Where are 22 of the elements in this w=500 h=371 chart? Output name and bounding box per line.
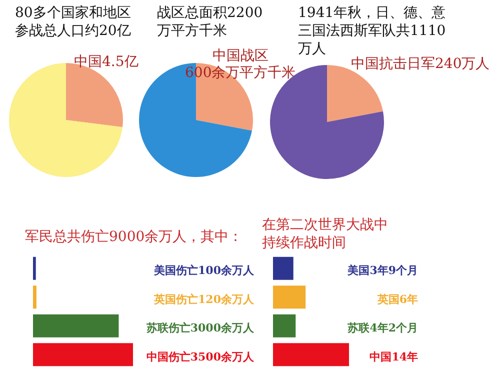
chart-title: 1941年秋，日、德、意三国法西斯军队共1110万人	[298, 5, 446, 57]
data-label: 苏联伤亡3000余万人	[145, 322, 255, 335]
bar	[33, 286, 36, 309]
bar	[33, 343, 133, 366]
data-label: 中国14年	[370, 350, 418, 364]
bar	[273, 314, 296, 338]
chart-title: 在第二次世界大战中持续作战时间	[262, 216, 389, 252]
data-label: 中国伤亡3500余万人	[146, 350, 255, 364]
bar	[273, 343, 349, 366]
data-label: 英国6年	[376, 292, 418, 306]
bar	[273, 256, 294, 280]
data-label: 美国3年9个月	[346, 264, 418, 278]
chart-title: 战区总面积2200万平方千米	[157, 4, 264, 40]
bar	[33, 314, 119, 338]
data-label: 美国伤亡100余万人	[153, 264, 255, 278]
chart-title: 军民总共伤亡9000余万人，其中：	[25, 229, 243, 245]
data-label: 苏联4年2个月	[346, 322, 418, 335]
slice-label: 中国抗击日军240万人	[351, 56, 490, 73]
bar	[273, 286, 306, 309]
bar	[33, 256, 36, 280]
chart-title: 80多个国家和地区参战总人口约20亿	[15, 4, 132, 40]
data-label: 英国伤亡120余万人	[153, 292, 255, 306]
